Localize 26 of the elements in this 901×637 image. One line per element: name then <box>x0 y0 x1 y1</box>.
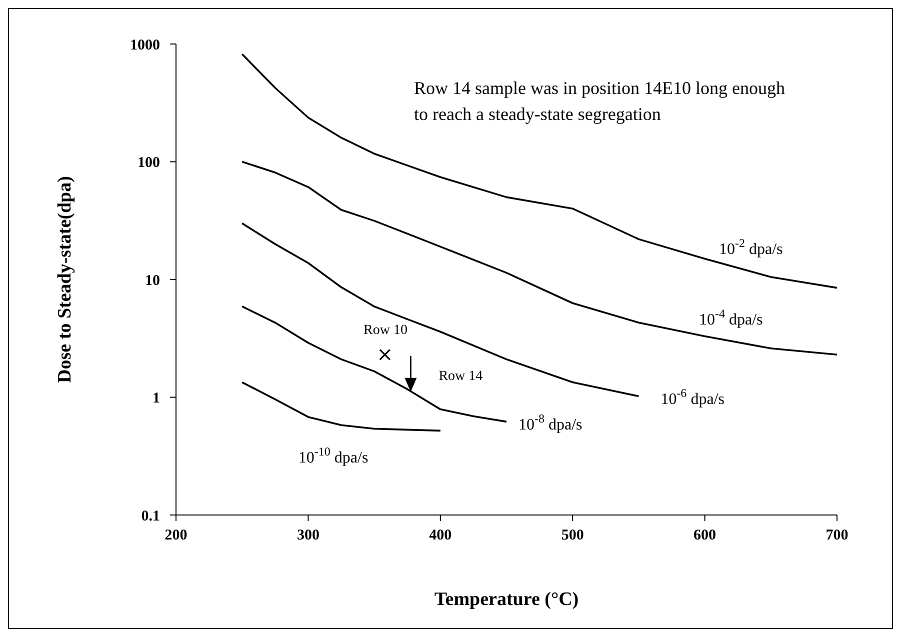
y-tick-label: 1000 <box>130 37 160 54</box>
line-series <box>241 381 442 432</box>
y-tick-label: 1 <box>152 390 160 407</box>
x-tick-label: 300 <box>296 528 320 544</box>
x-axis-title: Temperature (°C) <box>434 589 579 610</box>
line-series <box>241 53 837 289</box>
series-label: 10$^{-10}$ dpa/s <box>298 444 368 467</box>
annotation: Row 14 sample was in position 14E10 long enough to reach a steady-state segregation <box>414 77 786 126</box>
series-label: 10$^{-2}$ dpa/s <box>719 236 783 258</box>
x-tick-label: 600 <box>694 528 716 544</box>
x-tick-label: 200 <box>164 528 188 544</box>
series-label: 10$^{-4}$ dpa/s <box>699 306 763 329</box>
y-tick-label: 0.1 <box>141 508 160 524</box>
x-tick-label: 400 <box>429 528 452 544</box>
line-series <box>241 222 640 398</box>
annotation: Row 10 <box>364 322 408 338</box>
x-tick-label: 500 <box>561 528 584 544</box>
y-tick-label: 10 <box>145 272 160 289</box>
line-series <box>241 306 508 423</box>
y-axis-title: Dose to Steady-state(dpa) <box>54 176 76 383</box>
y-tick-label: 100 <box>138 155 160 172</box>
series-label: 10$^{-8}$ dpa/s <box>518 412 582 434</box>
series-label: 10$^{-6}$ dpa/s <box>660 386 724 408</box>
line-series <box>241 160 837 356</box>
x-tick-label: 700 <box>826 528 848 544</box>
annotation: Row 14 <box>438 368 483 384</box>
